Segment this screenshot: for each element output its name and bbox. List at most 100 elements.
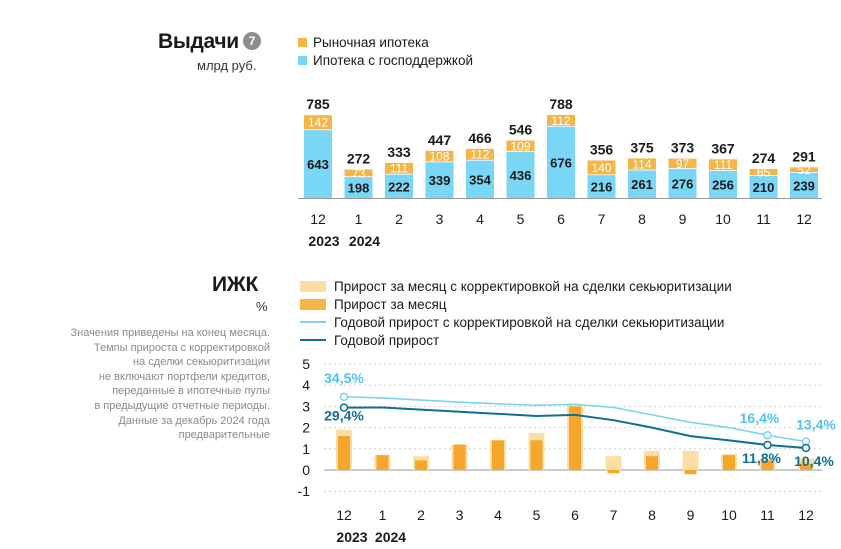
izhk-bar-monthly bbox=[415, 460, 427, 470]
legend-adj-monthly-label: Прирост за месяц с корректировкой на сде… bbox=[334, 279, 732, 294]
issuance-total: 447 bbox=[428, 132, 452, 148]
issuance-bar-state bbox=[466, 160, 494, 198]
izhk-line-adjusted-annual bbox=[343, 396, 807, 443]
issuance-x-tick: 8 bbox=[638, 211, 646, 227]
issuance-value-market: 112 bbox=[470, 148, 489, 162]
issuance-x-tick: 1 bbox=[355, 211, 363, 227]
legend-state-label: Ипотека с господдержкой bbox=[313, 53, 474, 68]
izhk-x-tick: 9 bbox=[687, 507, 695, 523]
issuance-x-tick: 12 bbox=[310, 211, 326, 227]
legend-market-swatch bbox=[298, 38, 307, 47]
issuance-x-tick: 9 bbox=[679, 211, 687, 227]
issuance-bar-state bbox=[425, 162, 454, 198]
izhk-year-label: 2023 bbox=[336, 529, 367, 545]
izhk-bar-adjusted bbox=[682, 450, 699, 470]
legend-annual-swatch bbox=[300, 339, 326, 341]
issuance-value-state: 210 bbox=[753, 180, 775, 195]
issuance-bar-state bbox=[790, 172, 818, 198]
issuance-value-market: 73 bbox=[352, 166, 366, 180]
izhk-bar-monthly bbox=[761, 460, 774, 470]
issuance-total: 466 bbox=[468, 130, 492, 146]
izhk-x-tick: 8 bbox=[648, 507, 656, 523]
issuance-x-tick: 10 bbox=[715, 211, 731, 227]
issuance-bar-market bbox=[790, 167, 818, 172]
issuance-value-market: 109 bbox=[510, 139, 530, 153]
izhk-y-tick: 0 bbox=[302, 462, 310, 478]
izhk-y-tick: 3 bbox=[302, 398, 310, 414]
issuance-value-market: 65 bbox=[757, 165, 771, 179]
issuance-bar-market bbox=[668, 158, 697, 169]
issuance-bar-market bbox=[304, 115, 332, 130]
issuance-value-state: 198 bbox=[348, 181, 370, 196]
izhk-x-tick: 2 bbox=[417, 507, 425, 523]
note-line: предварительные bbox=[178, 429, 270, 442]
issuance-value-market: 108 bbox=[429, 150, 449, 164]
izhk-line-label: 34,5% bbox=[324, 370, 364, 386]
issuance-value-state: 256 bbox=[712, 177, 734, 192]
issuance-value-state: 239 bbox=[793, 178, 815, 193]
izhk-x-tick: 10 bbox=[721, 507, 737, 523]
legend-state-swatch bbox=[298, 56, 307, 65]
izhk-line-marker bbox=[763, 440, 772, 450]
legend-adj-monthly-swatch bbox=[300, 281, 326, 292]
issuance-bar-state bbox=[668, 168, 697, 198]
legend-annual: Годовой прирост bbox=[300, 333, 439, 348]
izhk-bar-monthly bbox=[607, 470, 620, 474]
issuance-total: 356 bbox=[590, 141, 614, 157]
issuance-value-market: 111 bbox=[390, 162, 409, 176]
izhk-y-tick: 5 bbox=[302, 356, 310, 372]
izhk-note: Значения приведены на конец месяца. Темп… bbox=[8, 326, 270, 443]
issuance-total: 333 bbox=[387, 144, 411, 160]
issuance-bar-market bbox=[425, 150, 454, 162]
izhk-title: ИЖК bbox=[212, 273, 258, 296]
issuance-bar-state bbox=[385, 174, 413, 198]
issuance-value-state: 222 bbox=[388, 179, 410, 194]
issuance-title-block: Выдачи 7 bbox=[158, 30, 261, 54]
issuance-bar-market bbox=[749, 168, 778, 176]
izhk-bar-monthly bbox=[376, 455, 389, 470]
izhk-bar-monthly bbox=[492, 440, 504, 470]
issuance-value-state: 643 bbox=[307, 157, 329, 172]
legend-monthly-swatch bbox=[300, 299, 326, 310]
legend-state: Ипотека с господдержкой bbox=[298, 53, 473, 68]
issuance-x-tick: 3 bbox=[436, 211, 444, 227]
issuance-bar-state bbox=[709, 170, 737, 198]
issuance-year-label: 2023 bbox=[308, 233, 339, 249]
izhk-x-tick: 6 bbox=[571, 507, 579, 523]
issuance-year-label: 2024 bbox=[349, 233, 380, 249]
issuance-value-state: 216 bbox=[591, 180, 613, 195]
note-line: на сделки секьюритизации bbox=[133, 356, 270, 369]
note-line: Данные за декабрь 2024 года bbox=[118, 414, 270, 427]
issuance-value-state: 339 bbox=[429, 173, 451, 188]
issuance-total: 274 bbox=[752, 150, 776, 166]
legend-annual-label: Годовой прирост bbox=[334, 333, 440, 348]
izhk-line-marker bbox=[339, 403, 349, 412]
legend-market: Рыночная ипотека bbox=[298, 35, 429, 50]
izhk-line-marker bbox=[801, 443, 811, 453]
issuance-total: 546 bbox=[509, 122, 533, 138]
izhk-bar-monthly bbox=[684, 470, 697, 475]
izhk-bar-adjusted bbox=[605, 456, 622, 470]
issuance-bar-state bbox=[587, 175, 616, 198]
issuance-value-market: 140 bbox=[591, 161, 611, 175]
izhk-bar-monthly bbox=[800, 463, 812, 470]
izhk-y-tick: 1 bbox=[302, 441, 310, 457]
issuance-bar-market bbox=[466, 148, 494, 160]
issuance-x-tick: 11 bbox=[756, 211, 771, 227]
issuance-total: 375 bbox=[630, 139, 654, 155]
izhk-bar-monthly bbox=[723, 455, 735, 470]
issuance-total: 272 bbox=[347, 150, 371, 166]
note-line: Значения приведены на конец месяца. bbox=[70, 327, 270, 339]
issuance-total: 788 bbox=[549, 96, 573, 112]
izhk-y-tick: 4 bbox=[302, 377, 310, 393]
izhk-bar-monthly bbox=[453, 444, 466, 470]
issuance-x-tick: 2 bbox=[395, 211, 403, 227]
izhk-x-tick: 5 bbox=[533, 507, 541, 523]
izhk-bar-monthly bbox=[569, 406, 581, 470]
issuance-badge: 7 bbox=[242, 32, 261, 50]
issuance-value-state: 276 bbox=[672, 176, 694, 191]
izhk-line-annual bbox=[343, 406, 807, 449]
note-line: не включают портфели кредитов, bbox=[98, 370, 270, 383]
izhk-line-label: 29,4% bbox=[324, 408, 364, 424]
